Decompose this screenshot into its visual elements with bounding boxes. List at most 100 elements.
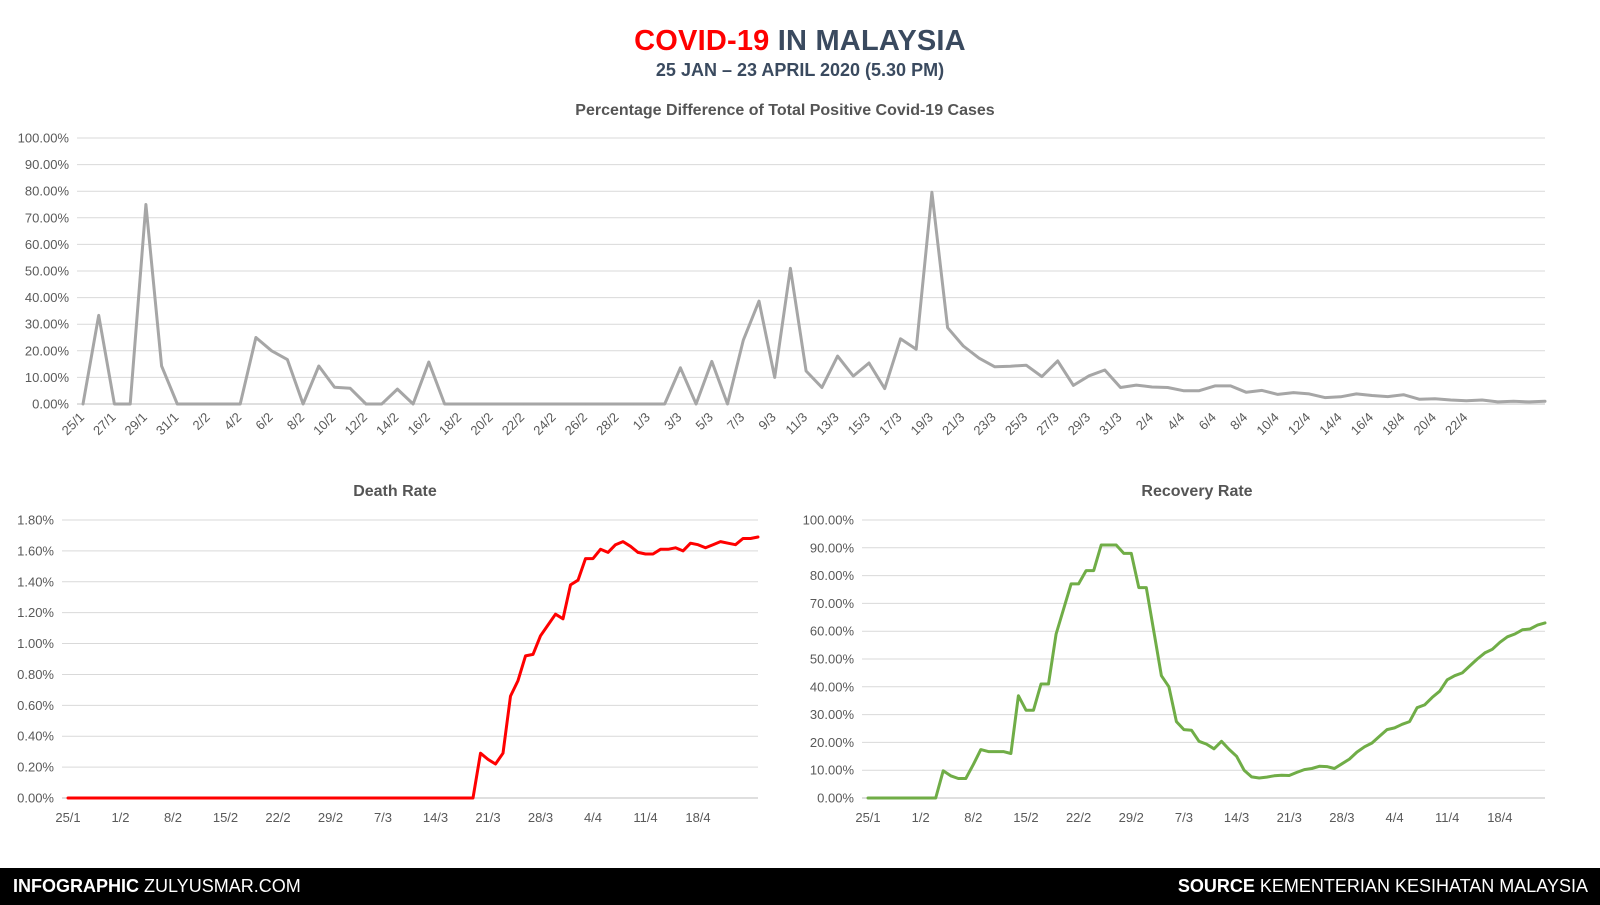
percentage-difference-chart: Percentage Difference of Total Positive …: [18, 102, 1547, 439]
data-point: [689, 542, 692, 544]
data-point: [1025, 709, 1027, 711]
data-point: [1371, 742, 1373, 744]
data-point: [622, 540, 624, 543]
data-point: [449, 797, 452, 799]
data-point: [255, 336, 257, 339]
data-point: [972, 763, 975, 766]
data-point: [648, 403, 650, 405]
data-point: [322, 797, 324, 799]
data-point: [506, 403, 509, 405]
y-tick-label: 20.00%: [810, 735, 855, 750]
data-point: [176, 403, 179, 405]
data-point: [149, 797, 152, 799]
data-point: [659, 548, 662, 551]
data-point: [547, 624, 549, 626]
data-point: [897, 797, 899, 799]
x-tick-label: 8/2: [284, 410, 307, 433]
data-point: [632, 403, 634, 405]
y-tick-label: 90.00%: [810, 540, 855, 555]
x-tick-label: 8/2: [164, 810, 182, 825]
x-tick-label: 21/3: [1277, 810, 1302, 825]
x-tick-label: 29/2: [1119, 810, 1144, 825]
data-point: [1243, 769, 1245, 771]
x-tick-label: 18/4: [1379, 410, 1408, 439]
data-point: [1280, 774, 1283, 776]
data-point: [637, 551, 639, 554]
data-point: [1072, 384, 1075, 387]
data-point: [127, 797, 129, 799]
chart-title: Death Rate: [353, 483, 437, 500]
data-point: [145, 203, 147, 206]
data-point: [129, 403, 131, 405]
header: COVID-19 IN MALAYSIA 25 JAN – 23 APRIL 2…: [0, 24, 1600, 81]
x-tick-label: 4/2: [221, 410, 244, 433]
data-point: [882, 797, 884, 799]
data-point: [836, 355, 839, 357]
data-point: [1401, 723, 1403, 726]
y-tick-label: 0.00%: [17, 791, 54, 806]
data-point: [980, 748, 982, 751]
x-tick-label: 16/4: [1348, 410, 1377, 439]
data-point: [1469, 665, 1471, 667]
data-point: [160, 365, 163, 367]
data-point: [1386, 728, 1388, 731]
data-point: [1423, 704, 1426, 706]
data-point: [734, 543, 737, 546]
data-point: [663, 403, 666, 405]
y-tick-label: 80.00%: [810, 568, 855, 583]
data-point: [119, 797, 122, 799]
x-tick-label: 21/3: [475, 810, 500, 825]
data-point: [1183, 728, 1185, 731]
data-point: [1521, 629, 1524, 631]
data-point: [934, 797, 937, 799]
data-point: [179, 797, 182, 799]
page-title: COVID-19 IN MALAYSIA: [0, 24, 1600, 58]
data-point: [187, 797, 189, 799]
x-tick-label: 3/3: [661, 410, 684, 433]
data-point: [1512, 400, 1515, 403]
data-point: [97, 314, 100, 317]
data-point: [899, 338, 902, 340]
data-point: [1130, 552, 1133, 555]
data-point: [1528, 401, 1531, 403]
data-point: [592, 557, 594, 560]
data-point: [344, 797, 347, 799]
data-point: [157, 797, 159, 799]
data-point: [1055, 633, 1057, 635]
data-point: [1198, 740, 1200, 743]
data-point: [1536, 624, 1539, 626]
data-point: [1402, 393, 1405, 396]
y-tick-label: 30.00%: [810, 707, 855, 722]
data-point: [1453, 674, 1456, 677]
data-point: [978, 357, 980, 360]
data-point: [629, 545, 632, 548]
data-point: [607, 551, 609, 554]
x-tick-label: 27/1: [90, 410, 119, 439]
y-tick-label: 80.00%: [25, 184, 70, 199]
data-point: [931, 191, 933, 194]
data-point: [995, 750, 997, 753]
data-point: [874, 797, 877, 799]
data-point: [286, 358, 289, 361]
x-tick-label: 7/3: [724, 410, 747, 433]
data-point: [695, 403, 697, 405]
data-point: [711, 360, 713, 363]
data-point: [852, 375, 855, 377]
data-point: [1387, 395, 1389, 398]
data-point: [538, 403, 540, 405]
x-tick-label: 6/4: [1196, 410, 1219, 433]
data-point: [1088, 375, 1090, 377]
series-line: [66, 535, 760, 800]
data-point: [1228, 748, 1230, 751]
data-point: [987, 750, 990, 753]
data-point: [644, 553, 647, 555]
data-point: [584, 557, 587, 560]
x-tick-label: 25/1: [59, 410, 88, 439]
data-point: [1220, 740, 1223, 743]
data-point: [1499, 641, 1501, 644]
x-tick-label: 11/4: [633, 810, 657, 825]
data-point: [758, 300, 760, 302]
data-point: [337, 797, 339, 799]
x-tick-label: 26/2: [562, 410, 591, 439]
data-point: [1529, 628, 1531, 630]
